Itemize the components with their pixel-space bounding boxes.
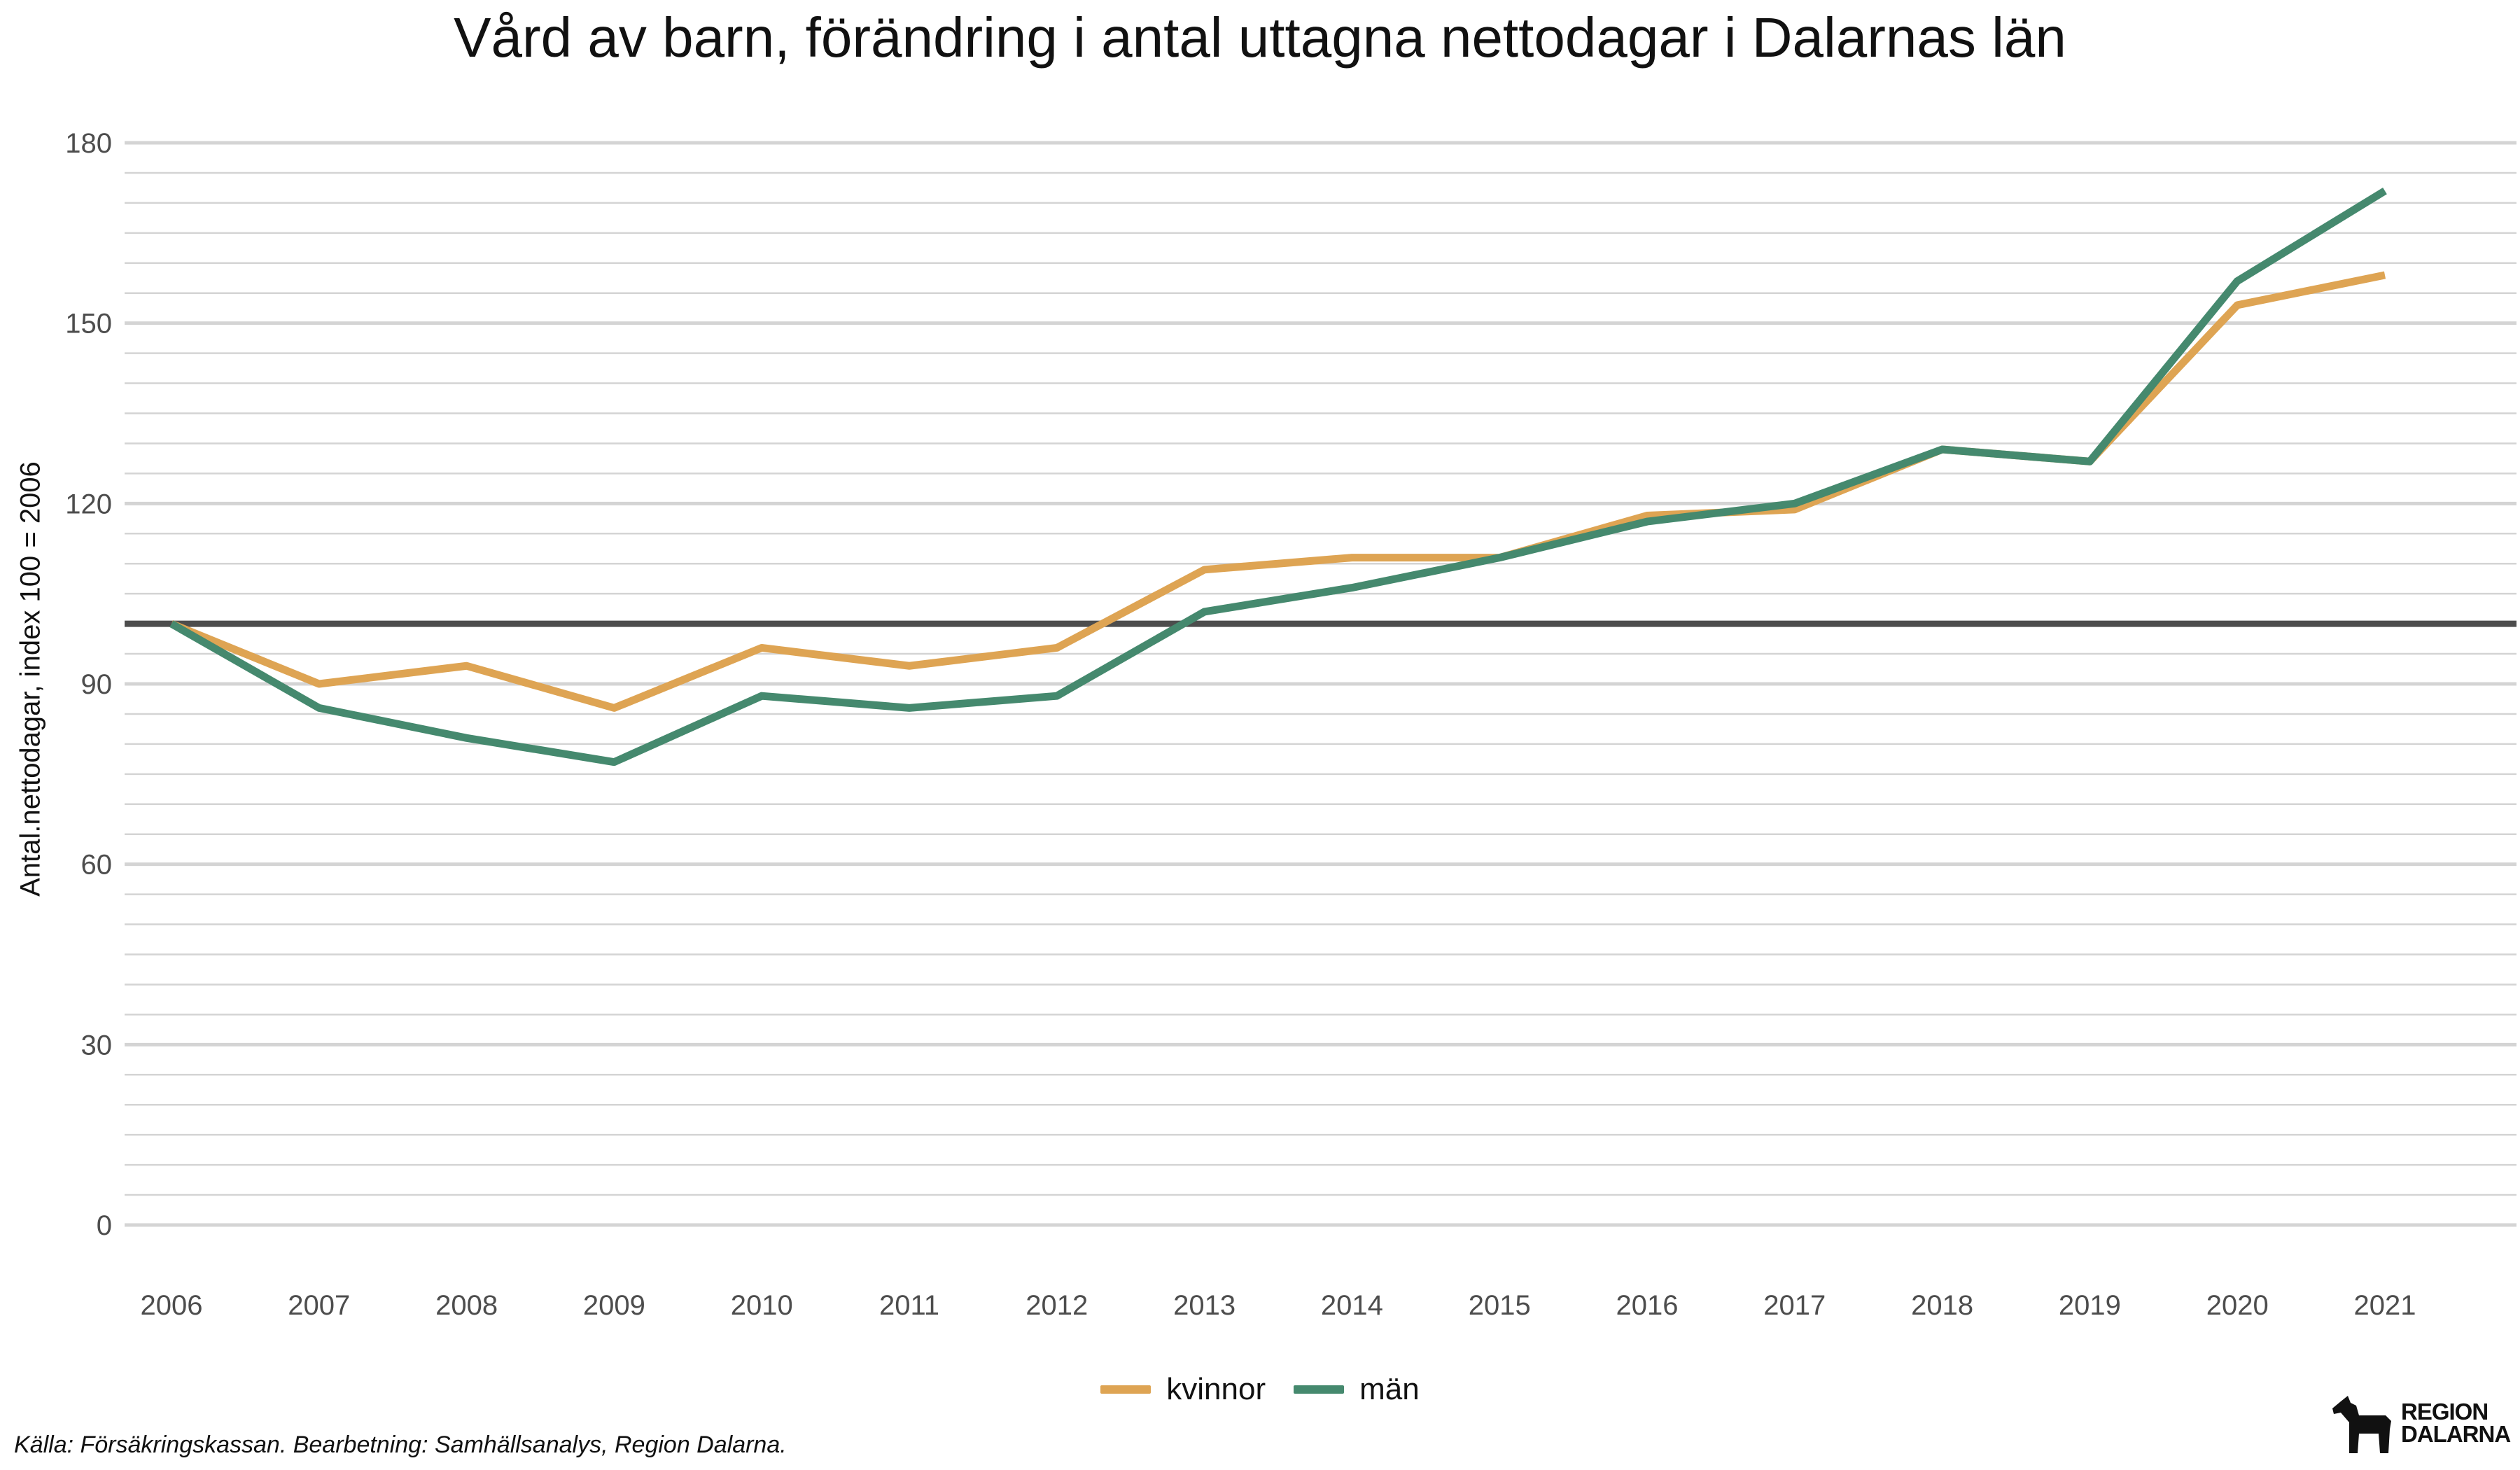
x-tick-label: 2012 [1026, 1290, 1088, 1321]
y-tick-label: 120 [65, 489, 112, 519]
y-tick-label: 150 [65, 309, 112, 340]
line-chart: 0 30 60 90 120 150 180 2006 2007 2008 2009 2010 2011… [65, 128, 2516, 1321]
logo-line-2: DALARNA [2401, 1421, 2511, 1447]
y-tick-label: 0 [97, 1210, 112, 1241]
x-tick-label: 2008 [435, 1290, 498, 1321]
chart-title: Vård av barn, förändring i antal uttagna… [454, 6, 2066, 69]
dala-horse-icon [2332, 1396, 2391, 1453]
series-line-kvinnor [169, 271, 2386, 712]
source-caption: Källa: Försäkringskassan. Bearbetning: S… [14, 1432, 787, 1458]
region-dalarna-logo: REGION DALARNA [2331, 1393, 2511, 1453]
x-tick-label: 2007 [288, 1290, 350, 1321]
y-tick-label: 60 [81, 850, 113, 881]
legend-swatch-man [1294, 1385, 1345, 1394]
x-tick-label: 2016 [1616, 1290, 1679, 1321]
x-tick-label: 2018 [1911, 1290, 1973, 1321]
x-tick-label: 2013 [1173, 1290, 1236, 1321]
x-tick-label: 2009 [583, 1290, 645, 1321]
series-line-man [169, 188, 2387, 766]
y-tick-label: 180 [65, 128, 112, 159]
x-tick-label: 2010 [731, 1290, 793, 1321]
y-tick-label: 30 [81, 1030, 113, 1060]
x-tick-label: 2011 [879, 1290, 939, 1321]
x-tick-label: 2015 [1469, 1290, 1531, 1321]
legend-item-kvinnor: kvinnor [1100, 1372, 1266, 1407]
x-tick-label: 2006 [141, 1290, 203, 1321]
x-tick-label: 2020 [2206, 1290, 2269, 1321]
legend-item-man: män [1294, 1372, 1420, 1407]
legend-label-man: män [1359, 1372, 1420, 1406]
x-tick-label: 2019 [2059, 1290, 2121, 1321]
x-tick-label: 2017 [1763, 1290, 1826, 1321]
x-tick-label: 2021 [2354, 1290, 2416, 1321]
legend-swatch-kvinnor [1100, 1385, 1152, 1394]
legend-label-kvinnor: kvinnor [1166, 1372, 1266, 1406]
legend: kvinnor män [0, 1372, 2520, 1407]
y-tick-label: 90 [81, 669, 113, 700]
x-tick-label: 2014 [1321, 1290, 1383, 1321]
logo-text: REGION DALARNA [2401, 1399, 2511, 1447]
logo-line-1: REGION [2401, 1399, 2488, 1424]
